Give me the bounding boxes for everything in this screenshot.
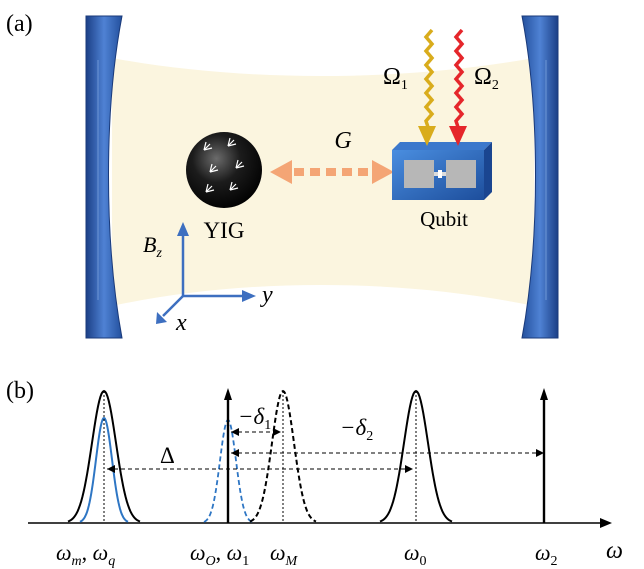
drive-line-2-arrowhead [540,388,548,400]
peak-mq-inner [79,416,129,523]
left-mirror [85,15,123,339]
spectrum-peaks [67,388,548,523]
tick-label-0: ω0 [404,540,427,569]
tick-label-o1: ωO, ω1 [190,540,249,569]
drive-line-1-arrowhead [224,388,232,400]
axis-z-label: Bz [143,232,162,261]
detuning-arrows [107,428,544,473]
coupling-label: G [334,128,351,154]
axis-x-label: x [175,310,187,336]
delta1-label: −δ1 [238,404,271,433]
tick-label-mq: ωm, ωq [56,540,115,569]
coordinate-axes-icon [156,222,256,324]
panel-a-label: (a) [6,11,33,37]
yig-label: YIG [204,218,245,243]
drive1-label: Ω1 [383,64,408,93]
drive1-wave [418,28,436,146]
drive2-label: Ω2 [474,64,499,93]
tick-label-M: ωM [270,540,299,569]
right-mirror [521,15,559,339]
coupling-arrow [270,160,394,184]
omega-axis-label: ω [606,538,623,564]
axis-y-label: y [260,282,273,308]
qubit-label: Qubit [420,207,468,231]
tick-label-2: ω2 [535,540,558,569]
Delta-label: Δ [160,443,175,468]
yig-sphere-icon [186,132,262,208]
frequency-axis [28,518,612,528]
qubit-chip-icon [392,142,492,200]
drive2-wave [449,28,467,146]
delta2-label: −δ2 [340,415,373,444]
panel-b-label: (b) [6,378,34,404]
